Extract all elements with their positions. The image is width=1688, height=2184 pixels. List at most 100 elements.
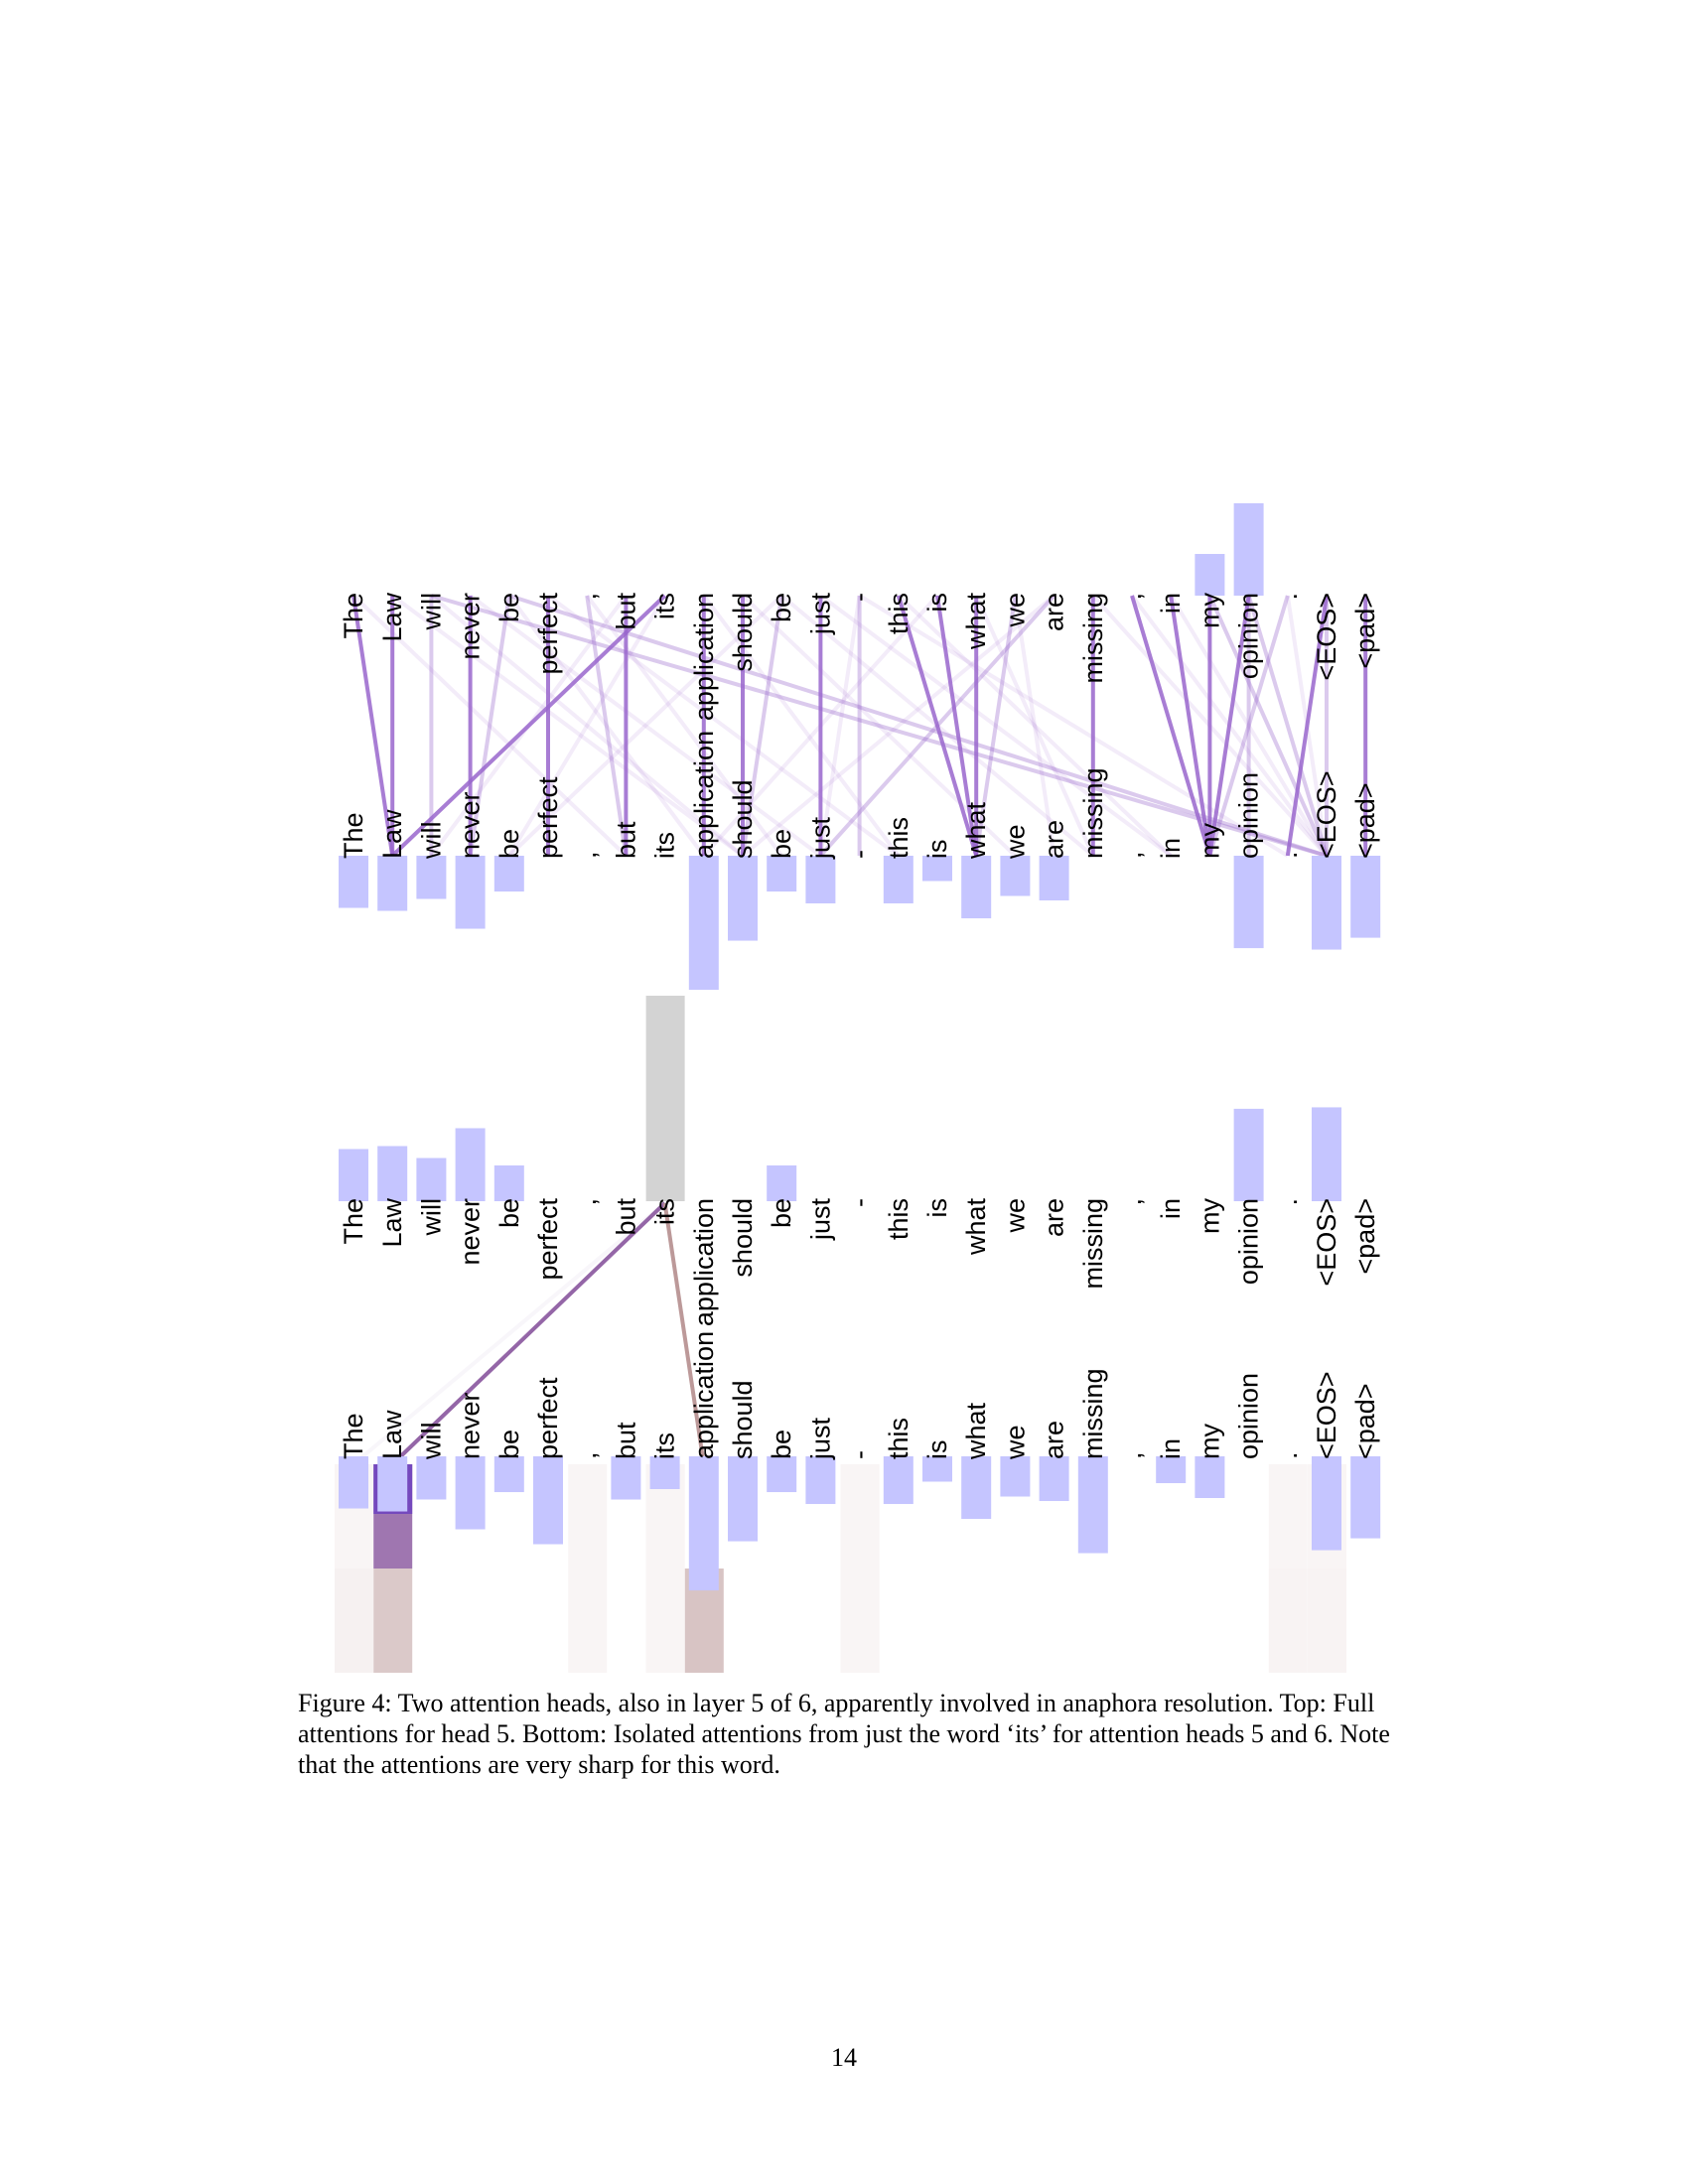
attention-line <box>935 595 979 857</box>
attention-line <box>508 594 1328 858</box>
attention-line <box>1169 594 1329 858</box>
top-source-token-this: this <box>884 593 914 634</box>
token-highlight <box>805 1456 836 1505</box>
attention-line <box>546 594 900 858</box>
bottom-source-token-text: in <box>1156 1198 1186 1219</box>
attention-bar-faint <box>1268 1464 1308 1673</box>
top-source-token-punct: - <box>845 593 875 602</box>
top-source-token-never: never <box>456 593 486 660</box>
bottom-target-token-opinion: opinion <box>1234 1373 1264 1459</box>
page-number: 14 <box>831 2043 857 2072</box>
bottom-source-token-text: - <box>845 1198 875 1207</box>
token-highlight <box>611 1456 641 1500</box>
token-highlight <box>493 1456 524 1493</box>
bottom-source-token-text: be <box>494 1198 524 1228</box>
attention-line-faint <box>352 1201 666 1466</box>
bottom-source-token-eos: <EOS> <box>1312 1107 1341 1287</box>
top-source-token-its: its <box>650 593 680 619</box>
top-source-token-text: are <box>1040 593 1069 631</box>
top-source-token-text: never <box>456 593 486 660</box>
top-source-token-just: just <box>805 593 835 636</box>
token-highlight <box>416 1456 447 1500</box>
bottom-target-token-punct: , <box>1117 1451 1147 1459</box>
top-target-token-should: should <box>728 779 758 941</box>
bottom-source-token-this: this <box>884 1198 914 1240</box>
bottom-source-token-text: should <box>728 1198 758 1278</box>
bottom-source-token-just: just <box>805 1198 835 1242</box>
attention-line <box>1246 595 1329 857</box>
bottom-target-token-text: what <box>961 1402 991 1460</box>
bottom-target-token-never: never <box>455 1392 486 1530</box>
token-highlight <box>1312 1456 1341 1551</box>
token-highlight <box>1039 1456 1069 1502</box>
bottom-target-token-text: but <box>611 1422 640 1459</box>
token-highlight <box>1312 856 1341 950</box>
attention-line <box>391 594 745 858</box>
top-source-token-text: The <box>339 593 368 639</box>
top-target-token-opinion: opinion <box>1233 772 1264 949</box>
top-source-token-text: perfect <box>533 593 563 675</box>
top-target-token-application: application <box>688 731 719 991</box>
top-source-token-text: is <box>922 593 952 613</box>
bottom-target-token-will: will <box>416 1423 447 1500</box>
top-source-token-text: but <box>611 593 640 630</box>
top-target-token-perfect: perfect <box>533 776 563 859</box>
top-target-token-the: The <box>339 812 368 908</box>
token-highlight <box>767 856 797 892</box>
top-source-token-text: - <box>845 593 875 602</box>
token-highlight <box>493 856 524 892</box>
bottom-target-token-punct: , <box>572 1451 602 1459</box>
bottom-target-token-text: this <box>884 1418 914 1459</box>
bottom-target-token-pad: <pad> <box>1350 1383 1381 1539</box>
bottom-source-tokens: The Law will never be perfect, but its applicati… <box>339 996 1380 1326</box>
token-highlight <box>767 1164 797 1201</box>
bottom-target-token-text: . <box>1273 1451 1303 1459</box>
attention-line <box>1207 595 1251 857</box>
attention-line <box>1169 595 1212 857</box>
token-highlight <box>1000 856 1031 896</box>
bottom-target-token-what: what <box>961 1402 992 1520</box>
attention-line <box>469 594 822 858</box>
bottom-target-token-we: we <box>1000 1425 1031 1497</box>
bottom-target-token-its: its <box>649 1433 680 1489</box>
bottom-target-token-should: should <box>728 1380 758 1542</box>
top-source-token-the: The <box>339 593 368 639</box>
bottom-source-token-text: are <box>1040 1198 1069 1237</box>
token-highlight <box>1000 1456 1031 1497</box>
token-highlight <box>1156 1456 1187 1484</box>
attention-line <box>390 594 666 858</box>
attention-line <box>430 594 745 858</box>
token-highlight <box>1195 1456 1225 1498</box>
token-highlight <box>767 1456 797 1493</box>
token-highlight <box>922 856 952 882</box>
bottom-target-token-punct: - <box>845 1450 875 1459</box>
top-target-token-punct: . <box>1273 851 1303 859</box>
top-source-token-text: in <box>1156 593 1186 614</box>
head6-line <box>662 1202 706 1465</box>
attention-line <box>507 594 706 858</box>
bottom-target-token-text: Law <box>377 1410 407 1459</box>
attention-line <box>1130 595 1212 857</box>
top-source-token-text: application <box>689 593 719 721</box>
attention-line <box>818 595 862 857</box>
top-source-token-perfect: perfect <box>533 593 563 675</box>
top-source-token-text: its <box>650 593 680 619</box>
top-source-token-text: this <box>884 593 914 634</box>
top-target-token-text: be <box>494 829 524 859</box>
top-source-token-text: missing <box>1078 593 1108 684</box>
bottom-attention-lines <box>352 1201 706 1466</box>
top-source-token-text: opinion <box>1234 593 1264 679</box>
top-source-token-text: should <box>728 593 758 672</box>
top-target-token-text: just <box>805 816 835 860</box>
attention-line <box>585 595 629 857</box>
attention-bar-faint <box>568 1464 608 1673</box>
top-target-token-eos: <EOS> <box>1312 770 1341 950</box>
token-highlight <box>416 856 447 899</box>
top-target-token-text: <pad> <box>1350 782 1380 859</box>
top-target-tokens: The Law will never be perfect, but its applicati… <box>339 731 1381 991</box>
bottom-source-token-law: Law <box>377 1146 408 1248</box>
token-highlight <box>339 1456 368 1509</box>
attention-line <box>352 594 628 858</box>
head6-bar <box>373 1569 413 1673</box>
bottom-target-token-text: just <box>805 1417 835 1460</box>
